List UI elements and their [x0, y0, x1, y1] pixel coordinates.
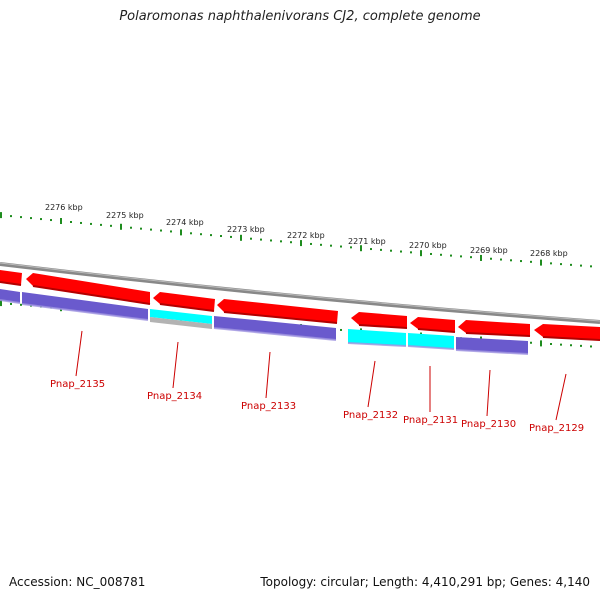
forward-strand-shadow	[0, 281, 600, 341]
feature-cyan[interactable]	[408, 333, 454, 349]
kbp-label: 2276 kbp	[45, 203, 83, 212]
kbp-label: 2270 kbp	[409, 241, 447, 250]
gene-feature-red[interactable]	[458, 320, 530, 336]
feature-cyan[interactable]	[150, 309, 212, 324]
feature-purple[interactable]	[214, 316, 336, 340]
leader-line	[555, 373, 567, 421]
gene-feature-red[interactable]	[351, 312, 407, 328]
feature-purple[interactable]	[0, 289, 20, 303]
gene-label[interactable]: Pnap_2131	[403, 415, 458, 426]
genome-summary: Topology: circular; Length: 4,410,291 bp…	[260, 575, 590, 589]
feature-grey[interactable]	[150, 317, 212, 329]
gene-feature-red[interactable]	[217, 299, 338, 323]
leader-line	[367, 360, 376, 408]
reverse-strand-shadow	[0, 299, 529, 355]
gene-feature-red[interactable]	[26, 273, 150, 304]
forward-strand-features	[0, 270, 600, 341]
gene-label[interactable]: Pnap_2132	[343, 410, 398, 421]
kbp-label: 2269 kbp	[470, 246, 508, 255]
kbp-label: 2274 kbp	[166, 218, 204, 227]
accession-label: Accession: NC_008781	[9, 575, 146, 589]
gene-label[interactable]: Pnap_2130	[461, 419, 516, 430]
leader-line	[172, 341, 179, 389]
gene-label[interactable]: Pnap_2129	[529, 423, 584, 434]
kbp-label: 2275 kbp	[106, 211, 144, 220]
leader-line	[486, 369, 491, 417]
feature-purple[interactable]	[456, 337, 528, 354]
kbp-label: 2272 kbp	[287, 231, 325, 240]
genome-backbone	[0, 262, 600, 324]
map-title: Polaromonas naphthalenivorans CJ2, compl…	[119, 9, 481, 24]
gene-feature-red[interactable]	[153, 292, 215, 311]
gene-feature-red[interactable]	[534, 324, 600, 340]
outer-tick-ring	[0, 212, 592, 268]
kbp-label: 2268 kbp	[530, 249, 568, 258]
kbp-label: 2273 kbp	[227, 225, 265, 234]
gene-feature-red[interactable]	[410, 317, 455, 332]
kbp-label: 2271 kbp	[348, 237, 386, 246]
gene-label[interactable]: Pnap_2134	[147, 391, 202, 402]
feature-purple[interactable]	[22, 292, 148, 320]
gene-label[interactable]: Pnap_2133	[241, 401, 296, 412]
feature-cyan[interactable]	[348, 329, 406, 346]
leader-line	[75, 330, 83, 377]
gene-feature-red[interactable]	[0, 270, 22, 285]
genome-backbone-highlight	[0, 262, 600, 322]
reverse-strand-features	[0, 289, 529, 355]
gene-label[interactable]: Pnap_2135	[50, 379, 105, 390]
leader-line	[265, 351, 271, 399]
gene-label-leaders	[75, 330, 567, 421]
